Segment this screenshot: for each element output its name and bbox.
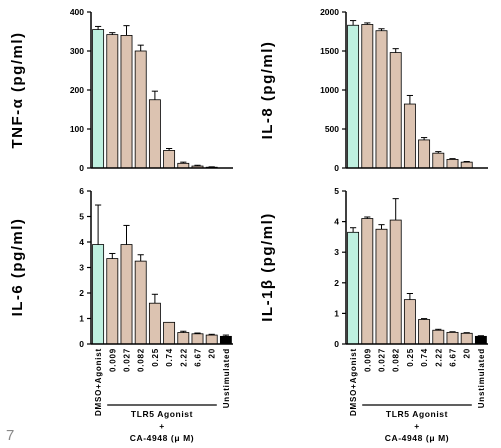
bar-0-009 [361,24,374,169]
bar-6-67 [446,159,459,169]
bar-0-74 [418,319,431,345]
x-tick-2-22: 2.22 [434,348,443,367]
il-6-panel: IL-6 (pg/ml) 0 1 2 3 4 5 6 [9,186,233,349]
x-tick-dmso-agonist: DMSO+Agonist [94,348,103,416]
x-tick-0-027: 0.027 [123,348,132,372]
y-tick-label: 2000 [320,7,339,17]
bar-0-74 [418,139,431,169]
bar-0-009 [361,218,374,345]
x-tick-0-74: 0.74 [165,348,174,367]
group-plus: + [159,421,165,431]
x-tick-20: 20 [208,348,217,359]
bar-0-009 [106,258,119,345]
bar-0-25 [403,299,416,345]
x-tick-6-67: 6.67 [449,348,458,367]
bar-0-027 [375,228,388,345]
y-tick-label: 100 [70,124,84,134]
bar-2-22 [177,332,190,345]
y-axis-label: IL-8 (pg/ml) [259,41,276,140]
group-plus: + [414,421,420,431]
bar-0-25 [148,99,161,169]
y-axis-label: TNF-α (pg/ml) [9,31,26,148]
x-tick-0-082: 0.082 [137,348,146,372]
tnf-alpha-panel: TNF-α (pg/ml) 0 100 200 300 400 [9,7,233,173]
bar-2-22 [432,152,445,169]
y-tick-label: 5 [79,212,84,222]
y-tick-label: 4 [79,237,84,247]
y-tick-label: 2 [79,288,84,298]
y-tick-label: 4 [334,217,339,227]
y-tick-label: 3 [79,263,84,273]
bar-0-74 [163,150,176,169]
x-tick-0-74: 0.74 [420,348,429,367]
bar-6-67 [191,333,204,345]
x-tick-0-25: 0.25 [406,348,415,367]
il-8-panel: IL-8 (pg/ml) 0 500 1000 1500 2000 [259,7,488,173]
bar-0-027 [120,35,133,169]
bar-dmso-agonist [92,244,105,345]
x-tick-0-009: 0.009 [363,348,372,372]
x-tick-0-027: 0.027 [378,348,387,372]
il-1-beta-panel: IL-1β (pg/ml) 0 1 2 3 4 5 [259,186,488,349]
bar-0-082 [134,50,147,169]
y-tick-label: 1 [79,314,84,324]
bar-dmso-agonist [92,29,105,169]
bar-0-25 [403,103,416,169]
y-axis-label: IL-6 (pg/ml) [9,218,26,317]
y-tick-label: 1 [334,308,339,318]
group-label: TLR5 Agonist [131,409,193,419]
group-label: TLR5 Agonist [386,409,448,419]
x-tick-2-22: 2.22 [179,348,188,367]
x-axis-right: DMSO+Agonist 0.009 0.027 0.082 0.25 0.74 2.22 6… [349,348,486,443]
bar-dmso-agonist [347,231,360,345]
y-tick-label: 5 [334,186,339,196]
bar-unstimulated [219,335,232,345]
y-tick-label: 1000 [320,85,339,95]
y-tick-label: 0 [79,163,84,173]
x-tick-6-67: 6.67 [194,348,203,367]
y-tick-label: 0 [334,163,339,173]
y-tick-label: 200 [70,85,84,95]
x-tick-0-082: 0.082 [392,348,401,372]
y-tick-label: 0 [79,339,84,349]
y-tick-label: 3 [334,247,339,257]
bar-6-67 [446,331,459,345]
bar-0-009 [106,34,119,169]
bar-0-25 [148,302,161,345]
y-tick-label: 400 [70,7,84,17]
group-compound: CA-4948 (μ M) [385,433,449,443]
bar-0-74 [163,321,176,345]
x-tick-unstimulated: Unstimulated [477,348,486,408]
bar-dmso-agonist [347,24,360,169]
bar-0-082 [134,260,147,345]
bar-2-22 [432,329,445,345]
y-tick-label: 1500 [320,46,339,56]
x-axis-left: DMSO+Agonist 0.009 0.027 0.082 0.25 0.74 2.22 6… [94,348,231,443]
x-tick-20: 20 [463,348,472,359]
bar-unstimulated [474,335,487,345]
x-tick-dmso-agonist: DMSO+Agonist [349,348,358,416]
bar-20 [205,334,218,345]
y-tick-label: 6 [79,186,84,196]
x-tick-unstimulated: Unstimulated [222,348,231,408]
bar-0-027 [375,30,388,169]
bar-0-027 [120,244,133,345]
group-compound: CA-4948 (μ M) [130,433,194,443]
y-tick-label: 0 [334,339,339,349]
x-tick-0-25: 0.25 [151,348,160,367]
y-axis-label: IL-1β (pg/ml) [259,212,276,321]
bar-20 [460,332,473,345]
bar-0-082 [389,219,402,345]
y-tick-label: 500 [325,124,339,134]
y-tick-label: 2 [334,278,339,288]
x-tick-0-009: 0.009 [108,348,117,372]
slide-number: 7 [6,427,14,444]
y-tick-label: 300 [70,46,84,56]
bar-20 [460,161,473,169]
bar-0-082 [389,52,402,169]
